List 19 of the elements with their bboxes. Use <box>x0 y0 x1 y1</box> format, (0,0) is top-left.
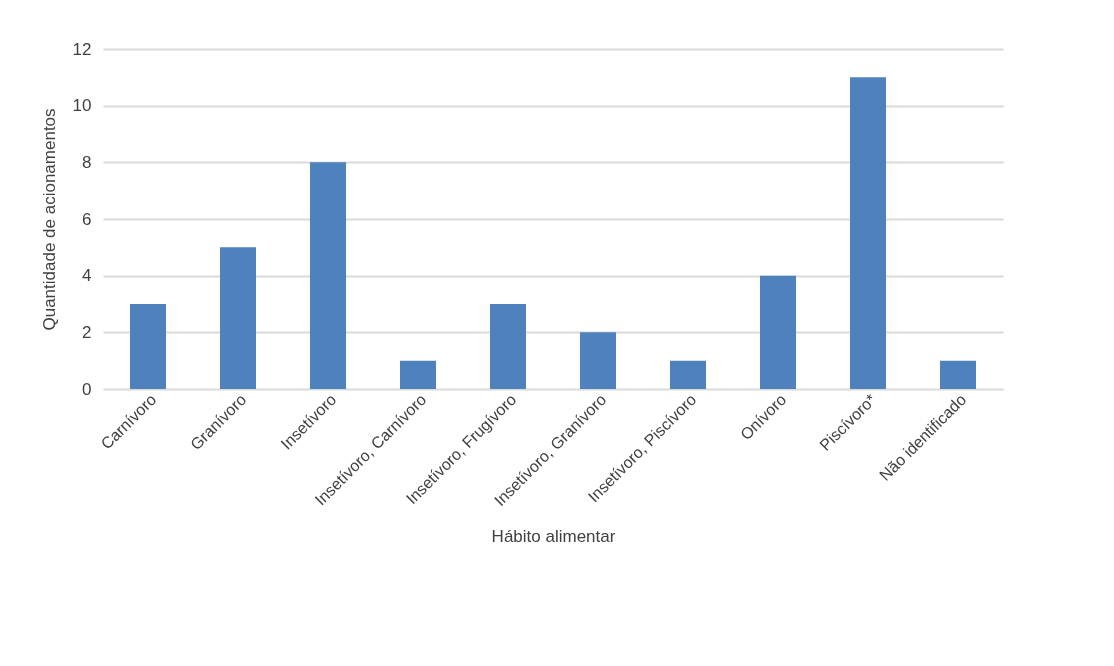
bar <box>220 247 256 389</box>
bar <box>670 360 706 389</box>
bar <box>940 360 976 389</box>
y-tick-label: 4 <box>82 266 92 286</box>
y-tick-label: 8 <box>82 152 92 172</box>
bar <box>760 275 796 389</box>
y-tick-label: 6 <box>82 209 92 229</box>
bar <box>400 360 436 389</box>
y-tick-label: 10 <box>72 96 92 116</box>
x-axis-title: Hábito alimentar <box>491 527 616 547</box>
bar <box>490 304 526 389</box>
bar <box>850 77 886 389</box>
y-axis-title: Quantidade de acionamentos <box>39 108 59 331</box>
y-tick-label: 0 <box>82 379 92 399</box>
bar <box>130 304 166 389</box>
y-tick-label: 12 <box>72 39 92 59</box>
bar <box>580 332 616 389</box>
bar <box>310 162 346 389</box>
y-tick-label: 2 <box>82 322 92 342</box>
